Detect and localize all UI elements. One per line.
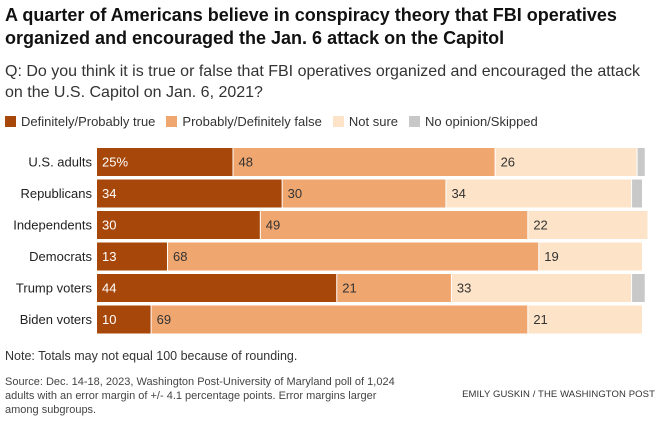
stacked-bar-chart: U.S. adults 25% 48 26 Republicans 34 30 34 Indep…	[13, 148, 648, 334]
legend-item-no-opinion: No opinion/Skipped	[409, 114, 538, 129]
bar-u-s-adults-series-2	[495, 148, 637, 176]
data-label-democrats-series-1: 68	[173, 249, 187, 264]
legend-label-true: Definitely/Probably true	[21, 114, 156, 129]
bar-independents-series-1	[260, 211, 528, 239]
bar-biden-voters-series-0	[97, 305, 151, 334]
data-label-independents-series-1: 49	[266, 218, 280, 233]
chart-source: Source: Dec. 14-18, 2023, Washington Pos…	[5, 376, 395, 416]
legend-swatch-true	[5, 116, 16, 127]
chart-note: Note: Totals may not equal 100 because o…	[5, 349, 298, 363]
bar-republicans-series-1	[282, 179, 446, 208]
category-label-trump-voters: Trump voters	[16, 281, 93, 296]
bar-biden-voters-series-2	[528, 305, 642, 334]
bar-republicans-series-2	[446, 179, 632, 208]
category-label-u-s-adults: U.S. adults	[28, 155, 92, 170]
legend-item-not-sure: Not sure	[332, 114, 399, 129]
survey-question: Q: Do you think it is true or false that…	[5, 63, 641, 101]
data-label-trump-voters-series-2: 33	[457, 281, 471, 296]
bar-biden-voters-series-1	[151, 305, 528, 334]
category-label-democrats: Democrats	[29, 249, 92, 264]
legend-label-false: Probably/Definitely false	[182, 114, 322, 129]
data-label-trump-voters-series-1: 21	[342, 281, 356, 296]
data-label-republicans-series-0: 34	[102, 186, 116, 201]
data-label-u-s-adults-series-1: 48	[239, 155, 253, 170]
data-label-biden-voters-series-0: 10	[102, 312, 116, 327]
bar-trump-voters-series-0	[97, 274, 337, 302]
data-label-u-s-adults-series-2: 26	[501, 155, 515, 170]
data-label-biden-voters-series-1: 69	[157, 312, 171, 327]
category-label-independents: Independents	[13, 218, 92, 233]
legend-label-no-opinion: No opinion/Skipped	[425, 114, 538, 129]
bar-democrats-series-1	[167, 242, 539, 271]
bar-trump-voters-series-1	[337, 274, 451, 302]
bar-independents-series-2	[528, 211, 648, 239]
legend-swatch-false	[166, 116, 178, 127]
legend-swatch-no-opinion	[409, 116, 421, 127]
legend-item-true: Definitely/Probably true	[5, 114, 155, 129]
bar-u-s-adults-series-1	[233, 148, 495, 176]
legend-swatch-not-sure	[332, 116, 344, 127]
bar-u-s-adults-series-0	[97, 148, 233, 176]
data-label-independents-series-0: 30	[102, 218, 116, 233]
category-label-biden-voters: Biden voters	[20, 312, 93, 327]
bar-independents-series-0	[97, 211, 260, 239]
data-label-biden-voters-series-2: 21	[533, 312, 547, 327]
data-label-republicans-series-2: 34	[451, 186, 465, 201]
data-label-democrats-series-0: 13	[102, 249, 116, 264]
chart-credit: EMILY GUSKIN / THE WASHINGTON POST	[462, 389, 655, 400]
bar-republicans-series-0	[97, 179, 282, 208]
data-label-independents-series-2: 22	[533, 218, 547, 233]
bar-republicans-series-3	[632, 179, 642, 208]
legend: Definitely/Probably true Probably/Defini…	[5, 114, 549, 129]
legend-label-not-sure: Not sure	[348, 114, 399, 129]
bar-democrats-series-0	[97, 242, 167, 271]
data-label-trump-voters-series-0: 44	[102, 281, 116, 296]
bar-trump-voters-series-2	[451, 274, 632, 302]
bar-trump-voters-series-3	[632, 274, 645, 302]
data-label-u-s-adults-series-0: 25%	[102, 155, 128, 170]
data-label-democrats-series-2: 19	[544, 249, 558, 264]
bar-u-s-adults-series-3	[637, 148, 645, 176]
bar-democrats-series-2	[539, 242, 642, 271]
legend-item-false: Probably/Definitely false	[166, 114, 322, 129]
chart-title: A quarter of Americans believe in conspi…	[5, 5, 617, 48]
category-label-republicans: Republicans	[20, 186, 92, 201]
data-label-republicans-series-1: 30	[288, 186, 302, 201]
